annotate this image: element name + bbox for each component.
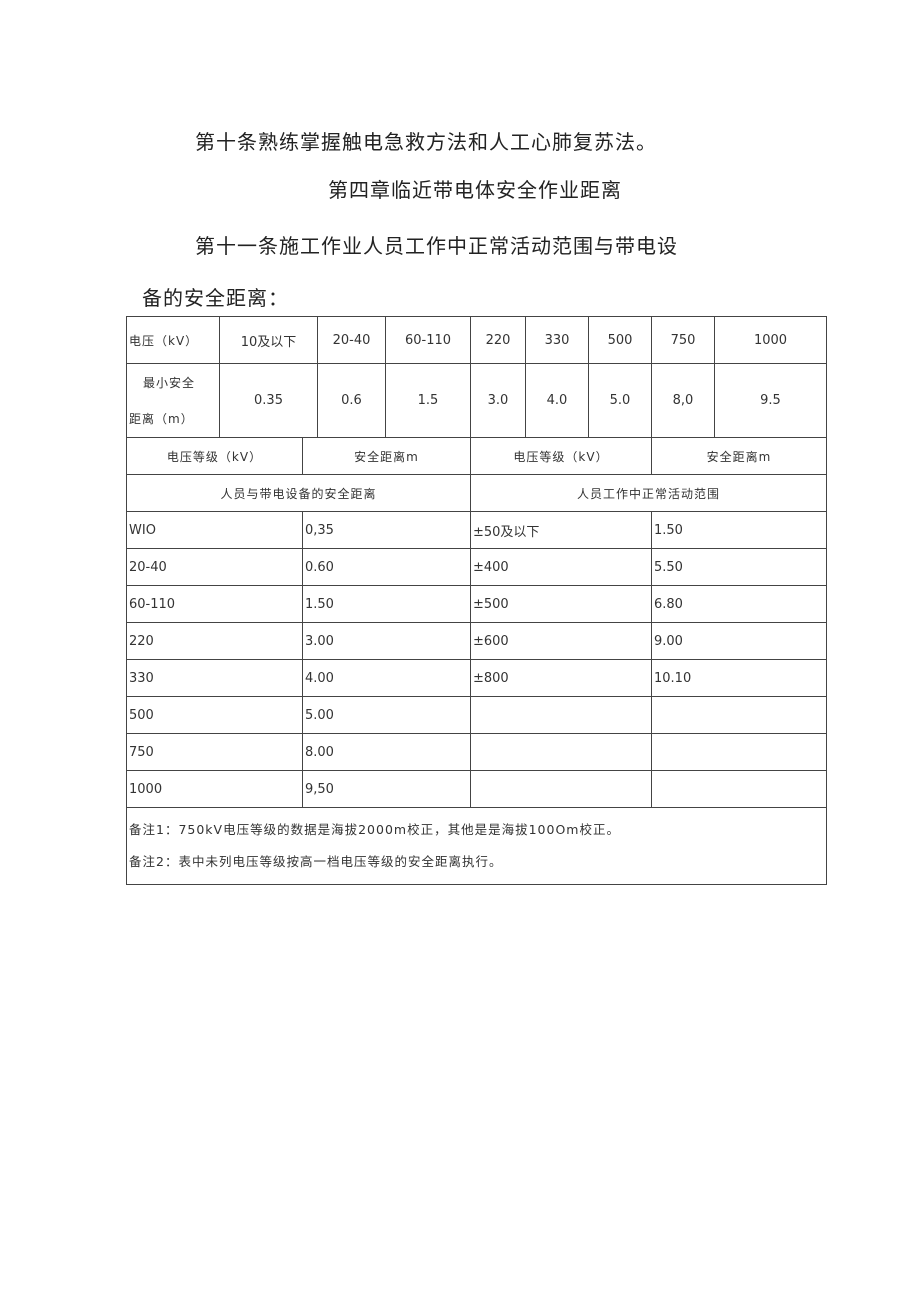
table-row: 1000 9,50	[126, 770, 827, 808]
cell: 4.0	[525, 363, 589, 438]
section-cell: 人员与带电设备的安全距离	[126, 474, 471, 512]
notes-row: 备注1：750kV电压等级的数据是海拔2000m校正，其他是是海拔100Om校正…	[126, 807, 827, 885]
cell: 0.60	[302, 548, 471, 586]
cell: 0,35	[302, 511, 471, 549]
header-cell: 安全距离m	[651, 437, 827, 475]
cell: 8.00	[302, 733, 471, 771]
cell: 9.00	[651, 622, 827, 660]
section-row: 人员与带电设备的安全距离 人员工作中正常活动范围	[126, 474, 827, 512]
cell: 1000	[714, 316, 827, 364]
cell: 60-110	[385, 316, 471, 364]
cell: 9,50	[302, 770, 471, 808]
cell: 750	[651, 316, 715, 364]
cell: WIO	[126, 511, 303, 549]
table-row: 750 8.00	[126, 733, 827, 771]
cell: 1.50	[651, 511, 827, 549]
cell: ±600	[470, 622, 652, 660]
cell: ±50及以下	[470, 511, 652, 549]
cell: ±800	[470, 659, 652, 697]
cell	[470, 733, 652, 771]
safety-range-table: 电压等级（kV） 安全距离m 电压等级（kV） 安全距离m 人员与带电设备的安全…	[126, 437, 827, 885]
label: 最小安全	[143, 375, 196, 390]
cell: 4.00	[302, 659, 471, 697]
table-row: WIO 0,35 ±50及以下 1.50	[126, 511, 827, 549]
cell: 220	[470, 316, 526, 364]
cell: 500	[126, 696, 303, 734]
cell: 1000	[126, 770, 303, 808]
cell: 最小安全距离（m）	[126, 363, 220, 438]
cell: 3.00	[302, 622, 471, 660]
table-row: 60-110 1.50 ±500 6.80	[126, 585, 827, 623]
cell: 20-40	[317, 316, 386, 364]
label: 距离（m）	[129, 411, 194, 426]
cell: 3.0	[470, 363, 526, 438]
cell: 20-40	[126, 548, 303, 586]
table-row: 220 3.00 ±600 9.00	[126, 622, 827, 660]
cell: 8,0	[651, 363, 715, 438]
header-cell: 安全距离m	[302, 437, 471, 475]
paragraph-article-11: 第十一条施工作业人员工作中正常活动范围与带电设	[195, 234, 678, 258]
table-row: 500 5.00	[126, 696, 827, 734]
header-cell: 电压等级（kV）	[126, 437, 303, 475]
notes-cell: 备注1：750kV电压等级的数据是海拔2000m校正，其他是是海拔100Om校正…	[126, 807, 827, 885]
paragraph-article-11-cont: 备的安全距离：	[142, 286, 289, 310]
cell: 0.6	[317, 363, 386, 438]
cell: 500	[588, 316, 652, 364]
cell: 0.35	[219, 363, 318, 438]
header-row: 电压等级（kV） 安全距离m 电压等级（kV） 安全距离m	[126, 437, 827, 475]
note-2: 备注2：表中未列电压等级按高一档电压等级的安全距离执行。	[129, 854, 503, 869]
cell: 330	[525, 316, 589, 364]
section-cell: 人员工作中正常活动范围	[470, 474, 827, 512]
cell	[651, 696, 827, 734]
distance-row: 最小安全距离（m） 0.35 0.6 1.5 3.0 4.0 5.0 8,0 9…	[126, 363, 827, 438]
cell: 6.80	[651, 585, 827, 623]
note-1: 备注1：750kV电压等级的数据是海拔2000m校正，其他是是海拔100Om校正…	[129, 822, 620, 837]
table-row: 330 4.00 ±800 10.10	[126, 659, 827, 697]
cell: 1.50	[302, 585, 471, 623]
cell: 1.5	[385, 363, 471, 438]
table-row: 20-40 0.60 ±400 5.50	[126, 548, 827, 586]
voltage-distance-table: 电压（kV） 10及以下 20-40 60-110 220 330 500 75…	[126, 316, 827, 438]
cell: 电压（kV）	[126, 316, 220, 364]
cell	[651, 733, 827, 771]
cell: 9.5	[714, 363, 827, 438]
cell	[651, 770, 827, 808]
cell: 10及以下	[219, 316, 318, 364]
cell: 330	[126, 659, 303, 697]
cell	[470, 696, 652, 734]
chapter-heading: 第四章临近带电体安全作业距离	[328, 178, 622, 202]
cell: 750	[126, 733, 303, 771]
cell: ±500	[470, 585, 652, 623]
voltage-row: 电压（kV） 10及以下 20-40 60-110 220 330 500 75…	[126, 316, 827, 364]
cell: ±400	[470, 548, 652, 586]
cell: 60-110	[126, 585, 303, 623]
paragraph-article-10: 第十条熟练掌握触电急救方法和人工心肺复苏法。	[195, 130, 657, 154]
cell: 220	[126, 622, 303, 660]
cell: 5.00	[302, 696, 471, 734]
cell: 10.10	[651, 659, 827, 697]
cell: 5.50	[651, 548, 827, 586]
cell: 5.0	[588, 363, 652, 438]
header-cell: 电压等级（kV）	[470, 437, 652, 475]
cell	[470, 770, 652, 808]
